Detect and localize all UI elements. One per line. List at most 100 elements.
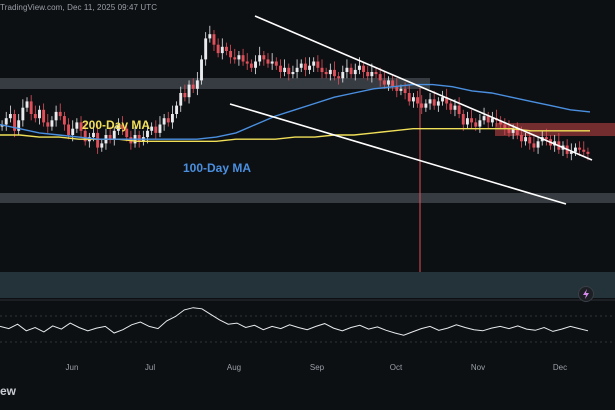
candle-body	[154, 126, 158, 133]
candle-body	[233, 57, 237, 60]
candle-body	[366, 72, 370, 77]
candle-body	[249, 63, 253, 68]
candle-body	[29, 101, 33, 114]
candle-body	[333, 69, 336, 77]
candle-body	[79, 122, 83, 131]
candle-body	[295, 67, 299, 72]
candle-body	[387, 80, 390, 85]
candle-body	[482, 116, 486, 121]
pane-band	[0, 272, 615, 298]
lightning-icon	[583, 289, 589, 299]
candle-body	[146, 130, 149, 138]
candle-body	[224, 46, 228, 51]
candle-body	[416, 97, 420, 104]
candle-body	[254, 61, 257, 68]
candle-body	[370, 72, 374, 77]
candle-body	[291, 72, 295, 75]
candle-body	[532, 143, 536, 148]
candle-body	[46, 122, 50, 127]
candle-body	[441, 97, 444, 102]
candle-body	[204, 38, 208, 60]
candle-body	[503, 124, 507, 129]
candle-body	[324, 72, 328, 75]
candle-body	[569, 151, 573, 154]
trendlines-layer	[229, 15, 593, 205]
candle-body	[25, 101, 29, 108]
candle-body	[461, 114, 465, 125]
candle-body	[67, 124, 71, 135]
candle-body	[316, 61, 320, 68]
candle-body	[4, 118, 8, 125]
candle-body	[54, 111, 58, 121]
alert-button[interactable]	[578, 286, 594, 302]
candle-body	[449, 103, 453, 110]
candle-body	[544, 137, 548, 140]
candle-body	[515, 128, 519, 135]
ma100-label: 100-Day MA	[183, 161, 252, 175]
candle-body	[245, 61, 249, 64]
candle-body	[308, 65, 311, 70]
candle-body	[445, 97, 449, 104]
candle-body	[432, 99, 436, 106]
candle-body	[116, 124, 120, 131]
candle-body	[299, 63, 303, 68]
candle-body	[578, 147, 582, 150]
month-tick-label: Nov	[470, 363, 486, 372]
candle-body	[582, 149, 586, 152]
candle-body	[374, 72, 378, 75]
candle-body	[71, 128, 75, 135]
candle-body	[353, 69, 357, 75]
candle-body	[258, 55, 262, 62]
channel-lower-line	[229, 103, 567, 205]
candle-body	[166, 118, 170, 123]
candle-body	[378, 74, 382, 81]
candle-body	[470, 118, 474, 123]
candle-body	[528, 137, 532, 144]
candle-body	[436, 101, 440, 106]
channel-upper-line	[254, 15, 593, 161]
zones-layer	[0, 78, 615, 298]
candle-body	[453, 105, 457, 110]
candle-body	[83, 130, 87, 142]
candle-body	[345, 67, 349, 72]
candle-body	[341, 72, 345, 79]
candle-body	[399, 88, 403, 91]
candle-body	[457, 105, 461, 114]
candle-body	[158, 124, 162, 133]
candle-body	[241, 55, 245, 62]
rsi-pane	[0, 299, 615, 343]
candle-body	[536, 141, 540, 148]
candle-body	[216, 44, 220, 54]
candle-body	[586, 151, 590, 154]
candle-body	[137, 135, 141, 142]
candle-body	[229, 51, 233, 58]
candle-body	[312, 61, 316, 66]
watermark-text: TradingView.com, Dec 11, 2025 09:47 UTC	[0, 3, 158, 12]
candle-body	[279, 65, 282, 72]
candle-body	[75, 122, 79, 129]
candle-body	[100, 143, 104, 148]
candle-body	[220, 46, 224, 54]
month-tick-label: Dec	[552, 363, 568, 372]
candle-body	[524, 137, 528, 142]
candle-body	[195, 80, 199, 89]
candle-body	[362, 65, 366, 72]
candle-body	[337, 76, 341, 79]
ma100-line	[0, 83, 591, 140]
candle-body	[574, 147, 577, 152]
candle-body	[62, 116, 66, 125]
candle-body	[465, 118, 469, 125]
candle-body	[507, 128, 511, 133]
moving-averages-layer	[0, 83, 591, 142]
candle-body	[391, 80, 395, 87]
candle-body	[237, 55, 241, 60]
candle-body	[8, 114, 12, 119]
candle-body	[395, 86, 399, 91]
candle-body	[17, 120, 21, 131]
candle-body	[58, 111, 62, 117]
candle-body	[92, 132, 95, 138]
support-zone	[0, 193, 615, 203]
month-tick-label: Jun	[65, 363, 79, 372]
candle-body	[478, 120, 482, 127]
